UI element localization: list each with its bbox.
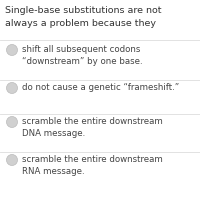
Circle shape <box>6 82 18 94</box>
Text: Single-base substitutions are not
always a problem because they: Single-base substitutions are not always… <box>5 6 162 27</box>
Text: do not cause a genetic “frameshift.”: do not cause a genetic “frameshift.” <box>22 83 179 92</box>
Text: scramble the entire downstream
DNA message.: scramble the entire downstream DNA messa… <box>22 117 163 138</box>
Circle shape <box>6 154 18 166</box>
Circle shape <box>6 45 18 55</box>
Text: shift all subsequent codons
“downstream” by one base.: shift all subsequent codons “downstream”… <box>22 45 143 66</box>
Circle shape <box>6 116 18 128</box>
Text: scramble the entire downstream
RNA message.: scramble the entire downstream RNA messa… <box>22 155 163 176</box>
